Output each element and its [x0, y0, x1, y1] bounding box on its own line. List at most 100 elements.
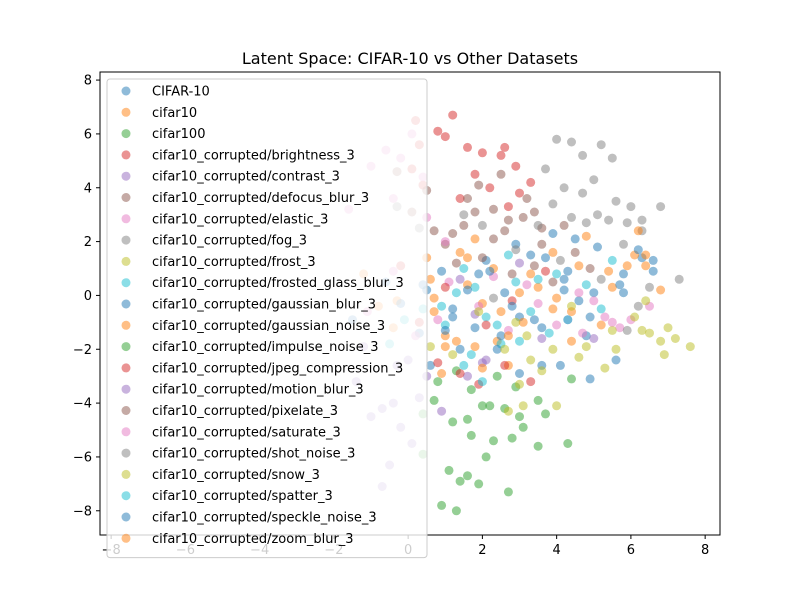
data-point: [619, 239, 628, 249]
legend-marker: [121, 214, 131, 224]
data-point: [533, 282, 543, 292]
data-point: [537, 366, 547, 376]
data-point: [518, 422, 528, 432]
data-point: [600, 312, 610, 322]
data-point: [574, 261, 584, 271]
data-point: [463, 285, 472, 295]
data-point: [544, 328, 554, 338]
data-point: [578, 328, 588, 338]
data-point: [622, 325, 632, 335]
data-point: [552, 134, 562, 144]
data-point: [533, 395, 543, 405]
legend-label: cifar10_corrupted/frosted_glass_blur_3: [152, 276, 404, 291]
legend-marker: [121, 299, 131, 309]
data-point: [455, 194, 465, 203]
data-point: [515, 379, 524, 389]
data-point: [518, 212, 528, 222]
data-point: [615, 280, 625, 290]
data-point: [474, 180, 484, 190]
data-point: [552, 401, 562, 411]
data-point: [466, 350, 476, 360]
legend-label: cifar10_corrupted/shot_noise_3: [152, 447, 355, 462]
data-point: [574, 352, 584, 362]
data-point: [645, 282, 654, 292]
data-point: [552, 269, 562, 279]
data-point: [626, 202, 636, 212]
y-tick-label: 8: [84, 74, 92, 89]
data-point: [470, 169, 480, 179]
data-point: [559, 285, 569, 295]
data-point: [518, 401, 528, 411]
data-point: [604, 266, 614, 276]
data-point: [440, 325, 450, 335]
data-point: [463, 414, 472, 424]
legend-label: cifar10_corrupted/defocus_blur_3: [152, 191, 369, 206]
data-point: [463, 142, 472, 152]
data-point: [515, 288, 524, 298]
data-point: [622, 261, 632, 271]
data-point: [503, 215, 513, 225]
data-point: [589, 175, 599, 185]
data-point: [567, 137, 576, 147]
data-point: [522, 331, 532, 341]
data-point: [578, 188, 588, 198]
data-point: [529, 261, 539, 271]
data-point: [429, 395, 439, 405]
data-point: [581, 231, 591, 241]
data-point: [500, 142, 510, 152]
data-point: [474, 269, 484, 279]
legend-marker: [121, 150, 131, 160]
legend-marker: [121, 491, 131, 501]
data-point: [570, 234, 580, 244]
legend-box: [106, 78, 428, 559]
data-point: [437, 369, 447, 378]
y-tick-label: −8: [73, 504, 92, 519]
data-point: [451, 506, 461, 516]
data-point: [533, 274, 543, 284]
data-point: [489, 204, 498, 214]
data-point: [448, 110, 458, 120]
data-point: [607, 317, 617, 327]
data-point: [425, 342, 435, 352]
data-point: [481, 452, 491, 462]
legend-marker: [121, 406, 131, 415]
data-point: [448, 312, 458, 322]
x-tick-label: 8: [701, 543, 709, 558]
data-point: [470, 207, 480, 217]
data-point: [440, 282, 450, 292]
legend-marker: [121, 193, 131, 202]
data-point: [593, 210, 602, 220]
data-point: [500, 288, 510, 298]
data-point: [437, 406, 447, 416]
legend-marker: [121, 342, 131, 352]
legend-label: cifar10_corrupted/gaussian_blur_3: [152, 298, 376, 313]
data-point: [670, 334, 680, 343]
data-point: [448, 304, 458, 314]
data-point: [615, 323, 625, 333]
y-tick-label: −2: [73, 343, 92, 358]
data-point: [485, 401, 495, 411]
data-point: [515, 369, 524, 378]
data-point: [437, 500, 447, 510]
data-point: [425, 274, 435, 284]
data-point: [463, 194, 472, 203]
legend-marker: [121, 448, 131, 458]
data-point: [607, 282, 617, 292]
data-point: [619, 269, 628, 279]
data-point: [470, 282, 480, 292]
data-point: [455, 344, 465, 354]
data-point: [619, 288, 628, 298]
legend-label: cifar10_corrupted/saturate_3: [152, 425, 341, 440]
x-tick-label: 2: [478, 543, 486, 558]
legend-marker: [121, 235, 131, 245]
data-point: [585, 264, 595, 273]
data-point: [515, 412, 524, 422]
legend-marker: [121, 256, 131, 266]
data-point: [481, 355, 491, 365]
y-tick-label: −6: [73, 450, 92, 465]
data-point: [529, 207, 539, 217]
data-point: [533, 299, 543, 308]
y-tick-label: 0: [84, 289, 92, 304]
data-point: [477, 377, 487, 387]
legend-label: cifar10: [152, 106, 197, 121]
